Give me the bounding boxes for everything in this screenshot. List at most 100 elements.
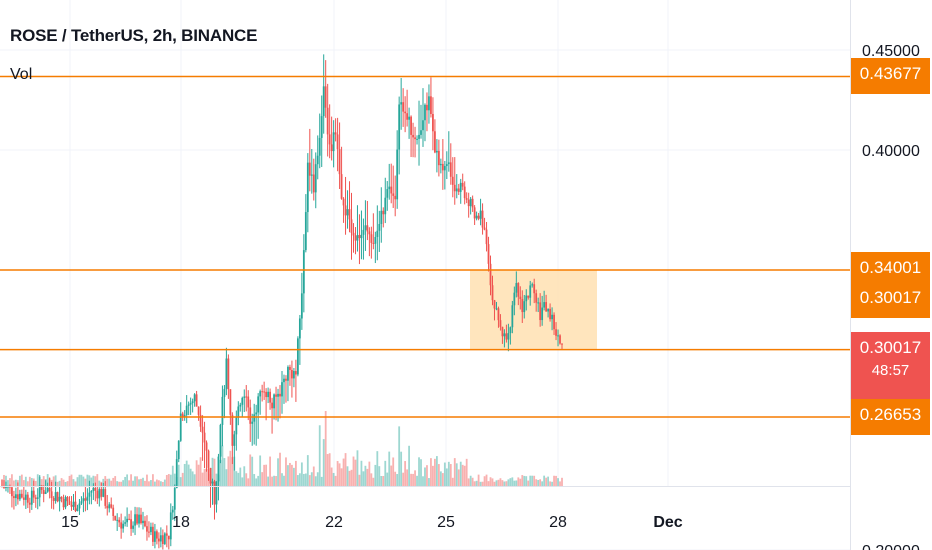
candle bbox=[304, 194, 307, 253]
volume-bar bbox=[34, 480, 37, 486]
candle bbox=[477, 212, 480, 221]
candle bbox=[390, 163, 393, 204]
candle bbox=[237, 401, 240, 426]
volume-bar bbox=[213, 458, 216, 486]
volume-bar bbox=[20, 474, 23, 486]
candle bbox=[124, 516, 127, 527]
candle bbox=[54, 481, 57, 504]
volume-bar bbox=[525, 476, 528, 486]
volume-legend[interactable]: Vol bbox=[10, 66, 33, 83]
volume-bar bbox=[30, 478, 33, 486]
candle bbox=[132, 521, 134, 533]
candle bbox=[449, 143, 452, 185]
candle bbox=[435, 139, 438, 173]
volume-bar bbox=[352, 456, 355, 486]
candle bbox=[225, 347, 228, 396]
candle bbox=[298, 314, 301, 365]
candle bbox=[515, 271, 518, 298]
candle bbox=[136, 507, 138, 526]
volume-bar bbox=[243, 466, 246, 486]
candle bbox=[416, 135, 418, 145]
candle bbox=[205, 440, 208, 472]
volume-bar bbox=[338, 463, 341, 486]
volume-bar bbox=[187, 464, 190, 486]
candle bbox=[96, 486, 99, 504]
candle bbox=[18, 489, 21, 502]
volume-bar bbox=[235, 471, 238, 486]
last-price-tag[interactable]: 0.30017 48:57 bbox=[851, 331, 930, 404]
candle bbox=[428, 84, 430, 124]
candle bbox=[503, 329, 506, 348]
volume-bar bbox=[56, 481, 59, 486]
candle bbox=[271, 397, 273, 434]
candle bbox=[22, 486, 25, 506]
candle bbox=[191, 398, 194, 413]
volume-bar bbox=[443, 462, 446, 486]
candle bbox=[122, 520, 125, 533]
candle bbox=[239, 402, 242, 412]
volume-bar bbox=[40, 479, 43, 486]
candle bbox=[215, 481, 218, 513]
volume-bar bbox=[471, 477, 474, 486]
candle bbox=[330, 116, 333, 161]
volume-bar bbox=[549, 481, 551, 486]
volume-bar bbox=[223, 458, 226, 486]
candle bbox=[310, 149, 313, 194]
candle bbox=[211, 478, 214, 505]
candle bbox=[20, 489, 23, 499]
horizontal-levels[interactable] bbox=[0, 75, 851, 418]
price-tag-value: 0.34001 bbox=[859, 257, 922, 277]
candle bbox=[80, 496, 83, 505]
volume-bar bbox=[360, 460, 363, 486]
zone-rectangle[interactable] bbox=[470, 269, 597, 350]
level-price-tag[interactable]: 0.26653 bbox=[851, 398, 930, 435]
candle bbox=[46, 482, 49, 493]
volume-bar bbox=[191, 471, 194, 486]
candle bbox=[491, 275, 494, 306]
volume-bar bbox=[372, 477, 375, 486]
volume-bar bbox=[126, 474, 129, 486]
candle bbox=[157, 532, 160, 549]
candle bbox=[443, 160, 446, 190]
candle bbox=[352, 223, 355, 253]
volume-bar bbox=[336, 461, 339, 486]
volume-bar bbox=[390, 465, 393, 486]
candle bbox=[58, 486, 61, 512]
volume-bar bbox=[420, 459, 422, 486]
candle bbox=[388, 163, 391, 200]
level-price-tag[interactable]: 0.30017 bbox=[851, 282, 930, 318]
candle bbox=[70, 496, 73, 511]
candle bbox=[324, 60, 327, 118]
price-tag-value: 0.30017 bbox=[859, 337, 922, 357]
volume-bar bbox=[312, 466, 315, 486]
volume-bar bbox=[541, 481, 544, 486]
candle bbox=[94, 482, 97, 502]
candle bbox=[505, 324, 508, 343]
time-axis[interactable]: 15 18 22 25 28 Dec bbox=[61, 514, 683, 531]
candle bbox=[32, 480, 35, 503]
candle bbox=[241, 396, 244, 417]
volume-bar bbox=[86, 474, 89, 486]
candle bbox=[74, 491, 77, 513]
volume-bar bbox=[64, 481, 67, 486]
symbol-legend[interactable]: ROSE / TetherUS, 2h, BINANCE bbox=[10, 26, 258, 45]
volume-bar bbox=[380, 476, 383, 486]
volume-bar bbox=[535, 479, 538, 486]
volume-bar bbox=[245, 473, 248, 486]
volume-bar bbox=[455, 463, 458, 486]
volume-bar bbox=[430, 458, 432, 486]
volume-bar bbox=[148, 481, 150, 486]
candle bbox=[269, 388, 271, 410]
level-price-tag[interactable]: 0.43677 bbox=[851, 58, 930, 95]
price-axis[interactable]: 0.45000 0.40000 0.20000 bbox=[862, 43, 920, 550]
volume-bar bbox=[92, 475, 95, 486]
level-price-tag[interactable]: 0.34001 bbox=[851, 251, 930, 288]
volume-bar bbox=[424, 467, 426, 486]
candle bbox=[104, 481, 107, 509]
volume-bar bbox=[5, 475, 7, 486]
volume-bar bbox=[412, 473, 414, 486]
volume-bar bbox=[9, 478, 11, 486]
candle bbox=[64, 495, 67, 510]
volume-bar bbox=[396, 474, 399, 486]
